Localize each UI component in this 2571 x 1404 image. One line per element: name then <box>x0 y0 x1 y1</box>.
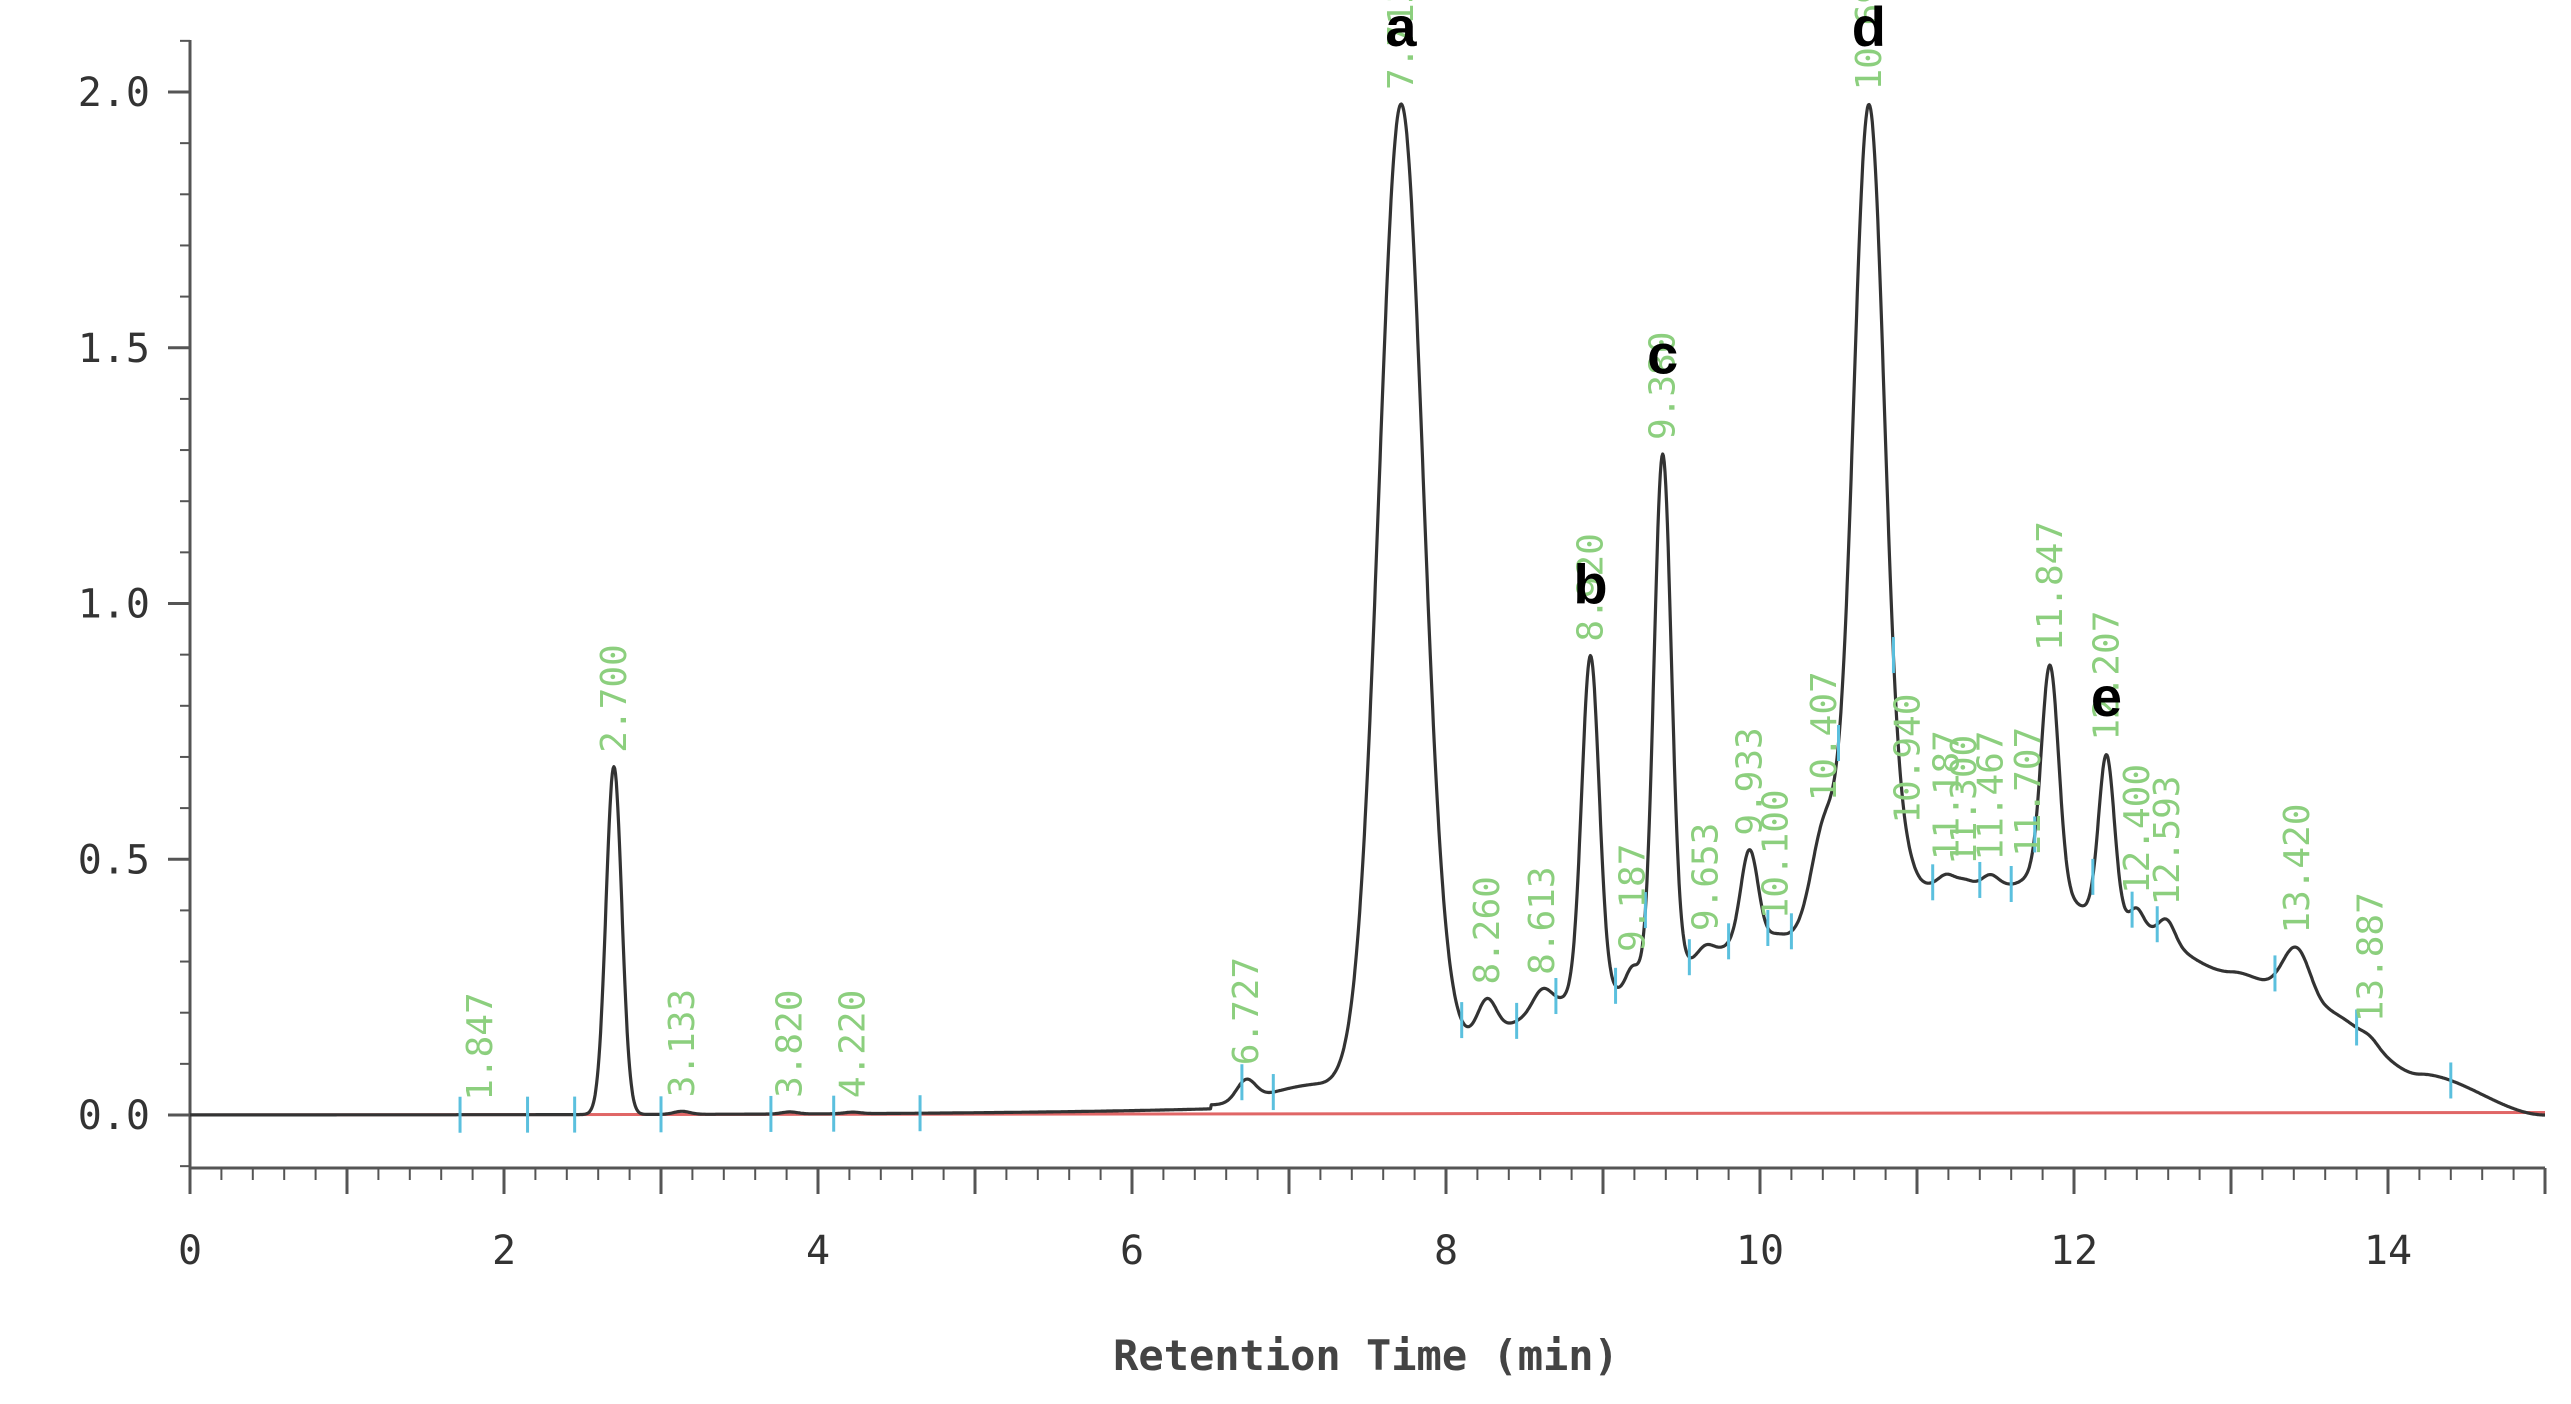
retention-time-label: 10.100 <box>1756 789 1797 919</box>
x-tick-label: 0 <box>178 1228 202 1274</box>
peak-letter-a: a <box>1385 0 1417 58</box>
retention-time-label: 10.940 <box>1888 694 1929 824</box>
y-tick-label: 2.0 <box>78 70 150 116</box>
y-tick-label: 0.5 <box>78 837 150 883</box>
retention-time-label: 3.133 <box>662 989 703 1097</box>
retention-time-label: 7.713 <box>1381 0 1422 90</box>
retention-time-label: 4.220 <box>833 990 874 1098</box>
x-tick-label: 2 <box>492 1228 516 1274</box>
x-axis-title: Retention Time (min) <box>1113 1331 1619 1380</box>
marker-layer <box>458 637 2453 1133</box>
chromatogram-trace <box>189 102 2546 1117</box>
x-tick-label: 12 <box>2050 1228 2098 1274</box>
x-tick-label: 6 <box>1120 1228 1144 1274</box>
retention-time-label: 12.593 <box>2147 776 2188 906</box>
peak-letter-e: e <box>2091 665 2122 728</box>
rt-label-layer: 1.847 2.700 3.133 3.820 4.220 6.727 7.713 8.260… <box>460 0 2391 1101</box>
retention-time-label: 10.693 <box>1849 0 1890 90</box>
retention-time-label: 12.207 <box>2086 611 2127 741</box>
retention-time-label: 1.847 <box>460 992 501 1100</box>
trace-layer <box>189 102 2546 1117</box>
retention-time-label: 3.820 <box>770 990 811 1098</box>
y-tick-label: 0.0 <box>78 1093 150 1139</box>
retention-time-label: 9.380 <box>1643 332 1684 440</box>
y-tick-label: 1.0 <box>78 582 150 628</box>
peak-letter-d: d <box>1852 0 1886 58</box>
retention-time-label: 11.847 <box>2030 521 2071 651</box>
retention-time-label: 13.887 <box>2350 892 2391 1022</box>
retention-time-label: 9.933 <box>1729 727 1770 835</box>
retention-time-label: 11.300 <box>1944 735 1985 865</box>
x-tick-label: 14 <box>2364 1228 2412 1274</box>
peak-letter-c: c <box>1647 322 1678 385</box>
retention-time-label: 11.187 <box>1926 730 1967 860</box>
peak-letter-b: b <box>1573 553 1607 616</box>
retention-time-label: 9.187 <box>1612 844 1653 952</box>
retention-time-label: 11.467 <box>1970 731 2011 861</box>
retention-time-label: 12.400 <box>2117 764 2158 894</box>
retention-time-label: 2.700 <box>594 644 635 752</box>
retention-time-label: 11.707 <box>2008 727 2049 857</box>
axes: 0.0 0.5 1.0 1.5 2.0 0 2 4 6 8 10 12 14 <box>78 39 2547 1274</box>
retention-time-label: 8.920 <box>1570 533 1611 641</box>
retention-time-label: 8.613 <box>1522 866 1563 974</box>
retention-time-label: 8.260 <box>1467 876 1508 984</box>
retention-time-label: 9.653 <box>1686 823 1727 931</box>
x-tick-label: 8 <box>1434 1228 1458 1274</box>
retention-time-label: 10.407 <box>1804 671 1845 801</box>
letter-layer: a b c d e <box>1385 0 2122 728</box>
x-tick-label: 4 <box>806 1228 830 1274</box>
x-tick-label: 10 <box>1736 1228 1784 1274</box>
retention-time-label: 13.420 <box>2277 804 2318 934</box>
y-tick-label: 1.5 <box>78 326 150 372</box>
retention-time-label: 6.727 <box>1226 957 1267 1065</box>
